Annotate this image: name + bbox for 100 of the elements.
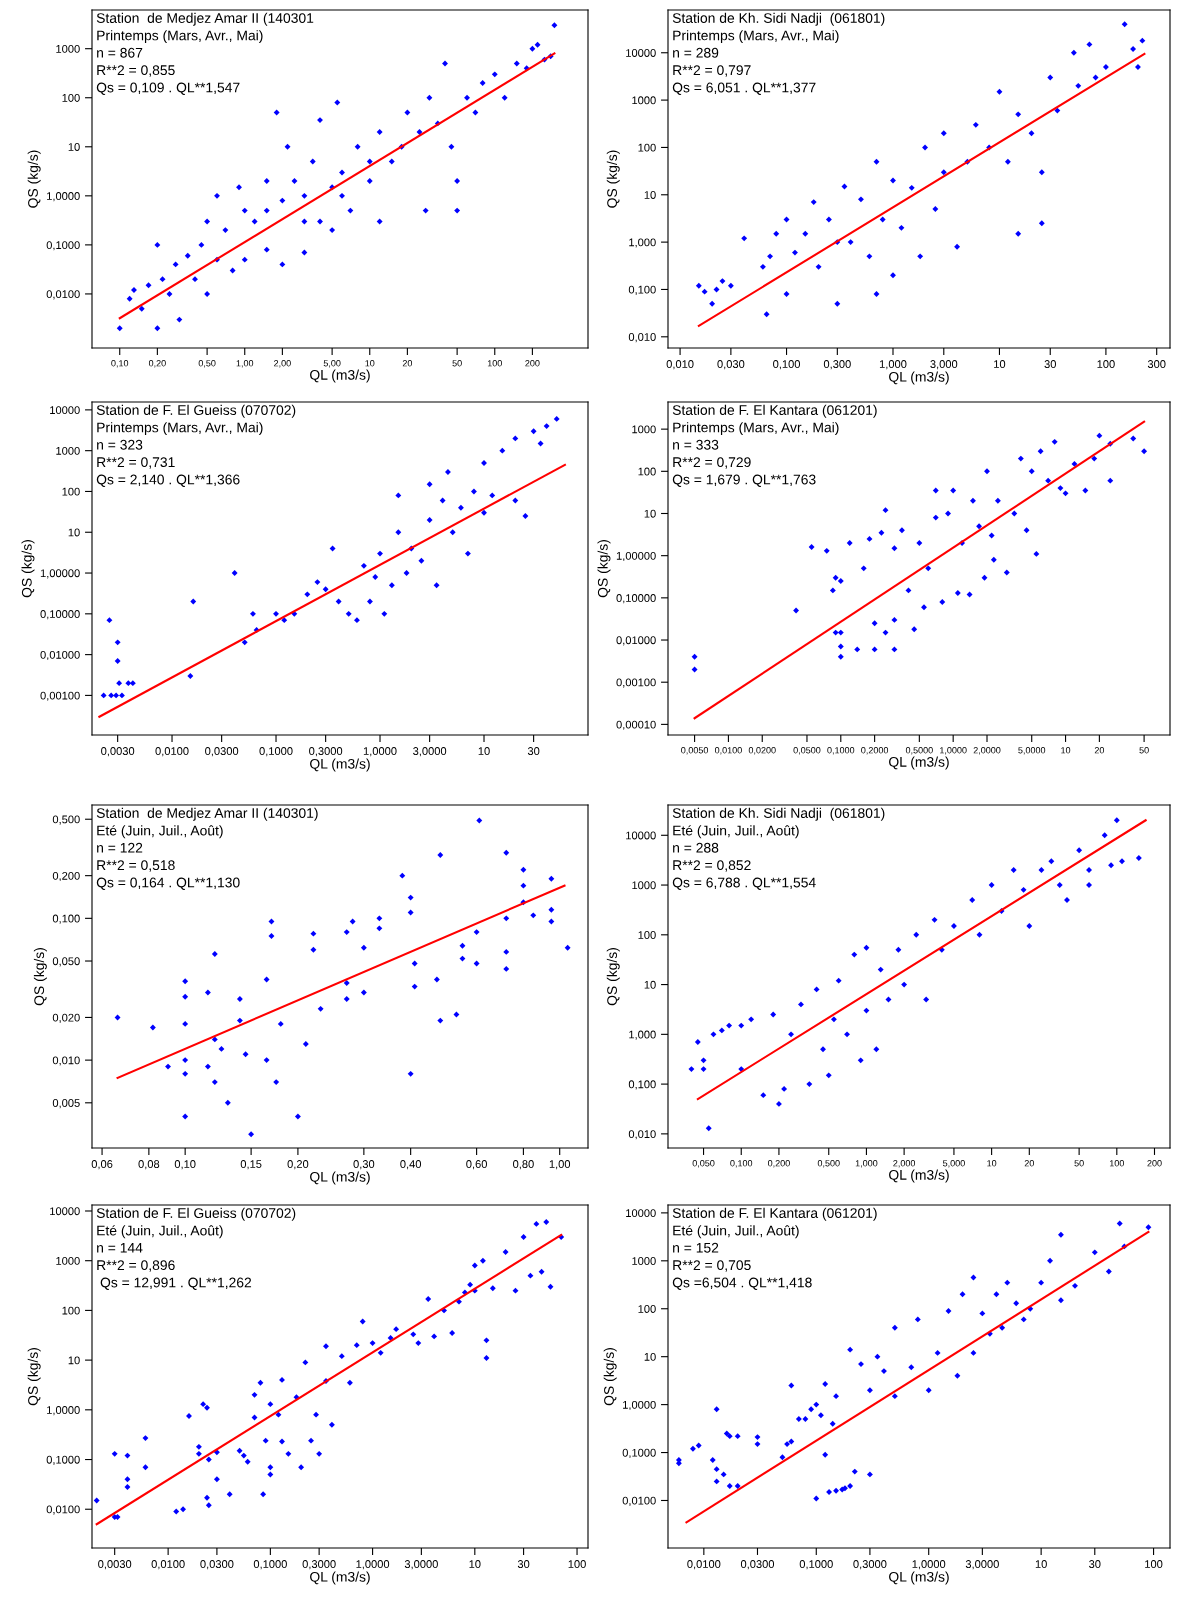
y-tick-label: 100 — [62, 94, 80, 102]
annotation: Qs = 2,140 . QL**1,366 — [96, 474, 240, 487]
chart-title: Station de F. El Gueiss (070702) — [96, 404, 296, 418]
x-tick-label: 0,30 — [353, 1160, 375, 1170]
text: Printemps (Mars, Avr., Mai) — [97, 422, 263, 436]
x-tick-label: 0,0300 — [205, 747, 239, 757]
y-tick-label: 10000 — [50, 406, 80, 415]
x-tick-label: 100 — [568, 1560, 586, 1568]
y-tick-label: 1,000 — [629, 1030, 656, 1040]
y-axis-title: QS (kg/s) — [27, 150, 41, 208]
y-tick-label: 10 — [68, 1356, 80, 1365]
x-tick-label: 0,10 — [174, 1160, 196, 1170]
annotation: n = 288 — [673, 842, 719, 853]
text: Eté (Juin, Juil., Août) — [97, 825, 223, 839]
y-axis-title: QS (kg/s) — [606, 948, 620, 1006]
x-tick-label: 0,010 — [666, 360, 694, 370]
x-tick-label: 0,50 — [198, 360, 216, 368]
x-tick-label: 0,0050 — [681, 747, 709, 755]
x-tick-label: 0,0300 — [200, 1560, 234, 1570]
y-tick-label: 10 — [644, 509, 656, 518]
x-tick-label: 0,1000 — [259, 747, 293, 757]
chart-title: Station de Medjez Amar II (140301 — [96, 12, 314, 26]
x-tick-label: 0,40 — [400, 1160, 422, 1170]
y-tick-label: 1000 — [632, 425, 656, 434]
annotation: Qs = 6,788 . QL**1,554 — [672, 877, 816, 890]
x-tick-label: 0,08 — [138, 1160, 160, 1170]
x-tick-label: 10 — [987, 1160, 997, 1167]
y-tick-label: 0,01000 — [40, 650, 80, 661]
y-tick-label: 0,005 — [52, 1099, 80, 1109]
x-tick-label: 0,15 — [240, 1160, 262, 1170]
x-tick-label: 10 — [1035, 1560, 1047, 1568]
x-tick-label: 1,0000 — [356, 1560, 390, 1570]
y-tick-label: 0,100 — [52, 914, 80, 924]
annotation: n = 333 — [673, 439, 719, 450]
x-tick-label: 10 — [469, 1560, 481, 1568]
x-tick-label: 3,000 — [930, 360, 958, 370]
x-tick-label: 100 — [1109, 1160, 1124, 1167]
y-tick-label: 10000 — [626, 831, 656, 840]
x-tick-label: 0,2000 — [861, 747, 889, 755]
x-tick-label: 30 — [517, 1560, 530, 1568]
x-tick-label: 2,000 — [893, 1160, 916, 1168]
y-tick-label: 1,000 — [629, 238, 656, 248]
x-tick-label: 0,300 — [823, 360, 851, 370]
y-tick-label: 1000 — [56, 1256, 80, 1265]
y-tick-label: 0,100 — [628, 285, 656, 295]
x-tick-label: 1,000 — [879, 360, 907, 370]
annotation: Qs = 12,991 . QL**1,262 — [100, 1277, 252, 1290]
x-tick-label: 0,5000 — [905, 747, 933, 755]
y-tick-label: 1000 — [632, 1257, 656, 1265]
chart-title: Station de F. El Kantara (061201) — [672, 1207, 877, 1221]
x-tick-label: 0,200 — [767, 1160, 790, 1168]
text: Printemps (Mars, Avr., Mai) — [97, 30, 263, 44]
y-tick-label: 1,00000 — [40, 569, 80, 579]
y-tick-label: 100 — [638, 467, 656, 476]
x-tick-label: 0,06 — [91, 1160, 113, 1170]
y-tick-label: 100 — [62, 487, 80, 496]
y-tick-label: 0,200 — [52, 871, 80, 882]
y-tick-label: 1,0000 — [47, 1406, 80, 1416]
y-tick-label: 10000 — [50, 1207, 80, 1216]
x-axis-title: QL (m3/s) — [310, 758, 370, 772]
x-tick-label: 1,00 — [549, 1160, 571, 1170]
annotation: n = 144 — [97, 1243, 143, 1253]
y-axis-title: QS (kg/s) — [33, 948, 47, 1006]
y-tick-label: 0,00100 — [616, 678, 656, 688]
y-tick-label: 0,010 — [52, 1056, 80, 1066]
x-tick-label: 2,00 — [274, 360, 291, 368]
chart-title: Station de Kh. Sidi Nadji (061801) — [672, 807, 885, 821]
text: Eté (Juin, Juil., Août) — [97, 1225, 223, 1239]
x-tick-label: 1,000 — [855, 1160, 878, 1168]
x-tick-label: 200 — [1147, 1160, 1162, 1167]
x-tick-label: 1,0000 — [940, 747, 967, 755]
x-tick-label: 0,20 — [287, 1160, 309, 1170]
y-tick-label: 0,10000 — [616, 594, 656, 604]
x-tick-label: 0,0100 — [151, 1560, 185, 1570]
x-tick-label: 20 — [1094, 747, 1105, 754]
x-tick-label: 10 — [1061, 747, 1071, 754]
y-tick-label: 0,010 — [628, 333, 656, 343]
y-tick-label: 0,020 — [52, 1013, 80, 1023]
x-axis-title: QL (m3/s) — [889, 1571, 949, 1585]
text: Printemps (Mars, Avr., Mai) — [673, 422, 839, 436]
y-tick-label: 100 — [638, 1305, 656, 1313]
annotation: n = 867 — [97, 47, 143, 58]
chart-title: Station de Kh. Sidi Nadji (061801) — [672, 12, 885, 26]
x-tick-label: 0,3000 — [302, 1560, 336, 1570]
y-tick-label: 100 — [62, 1306, 80, 1315]
annotation: R**2 = 0,855 — [97, 65, 175, 77]
x-tick-label: 0,0200 — [748, 747, 776, 755]
y-tick-label: 0,050 — [52, 957, 80, 967]
y-tick-label: 1000 — [632, 881, 656, 890]
y-axis-title: QS (kg/s) — [606, 150, 620, 208]
x-tick-label: 10 — [994, 360, 1006, 368]
y-tick-label: 0,500 — [52, 815, 80, 825]
y-tick-label: 0,1000 — [622, 1448, 656, 1458]
y-tick-label: 0,0100 — [622, 1496, 656, 1506]
x-tick-label: 0,0100 — [155, 747, 189, 757]
y-tick-label: 0,0100 — [46, 290, 80, 300]
x-tick-label: 0,0300 — [740, 1560, 775, 1570]
y-axis-title: QS (kg/s) — [27, 1348, 41, 1406]
y-tick-label: 0,1000 — [46, 241, 80, 251]
y-tick-label: 10 — [644, 191, 656, 199]
